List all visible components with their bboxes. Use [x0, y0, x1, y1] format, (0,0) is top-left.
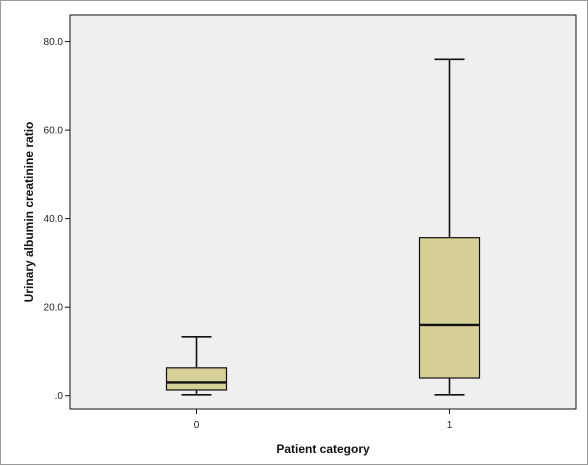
plot-area: [69, 14, 577, 410]
x-tick-label: 0: [194, 420, 200, 431]
box-0: [165, 336, 228, 396]
x-tick-label: 1: [447, 420, 453, 431]
interquartile-box: [418, 237, 481, 379]
y-axis: .0 20.0 40.0 60.0 80.0: [44, 37, 70, 402]
interquartile-box: [165, 367, 228, 391]
y-tick-label: 20.0: [44, 303, 64, 314]
y-tick-label: .0: [55, 391, 64, 402]
box-series: [165, 58, 481, 396]
x-axis-title: Patient category: [276, 442, 370, 456]
y-tick-label: 80.0: [44, 37, 64, 48]
y-tick-label: 40.0: [44, 214, 64, 225]
box-1: [418, 58, 481, 396]
y-tick-label: 60.0: [44, 126, 64, 137]
y-axis-title: Urinary albumin creatinine ratio: [22, 122, 36, 303]
